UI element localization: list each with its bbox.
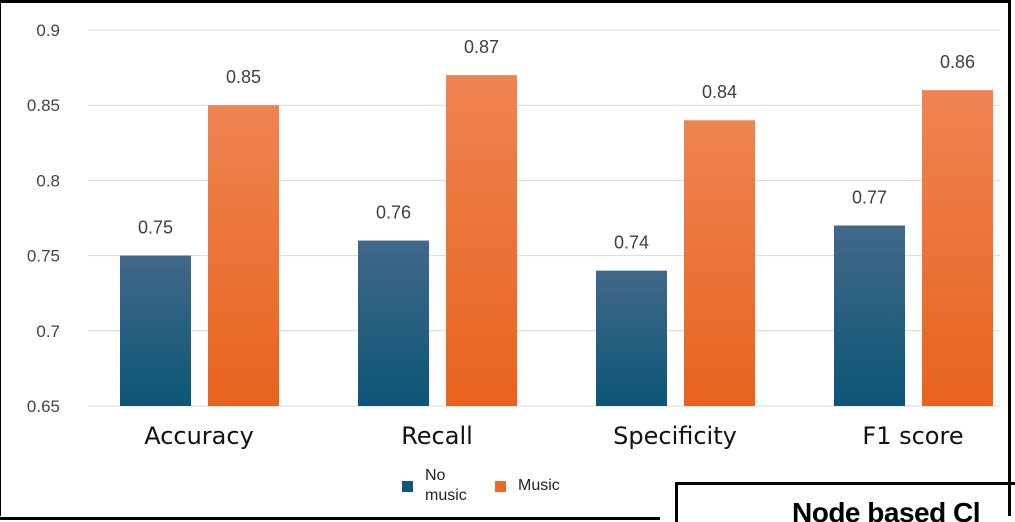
data-label: 0.85 [226,67,261,87]
bar-no-music-specificity [596,270,667,406]
data-label: 0.75 [138,218,173,238]
data-label: 0.87 [464,37,499,57]
legend-label-no-music: No music [425,467,467,504]
bar-music-f1-score [922,90,993,406]
data-label: 0.84 [702,82,737,102]
x-category-label: Accuracy [144,422,254,450]
bars [120,75,993,407]
legend-label-music: Music [518,477,560,494]
y-axis-ticks: 0.65 0.7 0.75 0.8 0.85 0.9 [27,21,60,416]
x-axis-categories: Accuracy Recall Specificity F1 score [144,422,963,450]
legend-swatch-no-music [402,480,413,492]
y-tick-label: 0.85 [27,96,60,115]
legend-swatch-music [495,480,506,492]
y-tick-label: 0.65 [27,397,60,416]
y-tick-label: 0.7 [36,322,60,341]
legend-item-no-music: No music [402,466,469,506]
y-tick-label: 0.8 [36,171,60,190]
data-labels: 0.75 0.85 0.76 0.87 0.74 0.84 0.77 0.86 [138,37,975,253]
chart-legend: No music Music [402,460,560,512]
bar-music-accuracy [208,105,279,406]
bar-no-music-recall [358,240,429,406]
y-tick-label: 0.75 [27,247,60,266]
bar-no-music-accuracy [120,255,191,406]
bar-no-music-f1-score [834,225,905,406]
bottom-border [0,517,660,520]
bar-music-recall [446,75,517,407]
inset-title: Node based Cl [792,497,980,522]
data-label: 0.74 [614,233,649,253]
data-label: 0.86 [940,52,975,72]
data-label: 0.76 [376,203,411,223]
x-category-label: Specificity [613,422,737,450]
y-tick-label: 0.9 [36,21,60,40]
x-category-label: Recall [401,422,473,450]
x-category-label: F1 score [862,422,963,450]
legend-item-music: Music [495,476,560,496]
bar-music-specificity [684,120,755,407]
data-label: 0.77 [852,188,887,208]
inset-panel: Node based Cl [675,482,1015,522]
